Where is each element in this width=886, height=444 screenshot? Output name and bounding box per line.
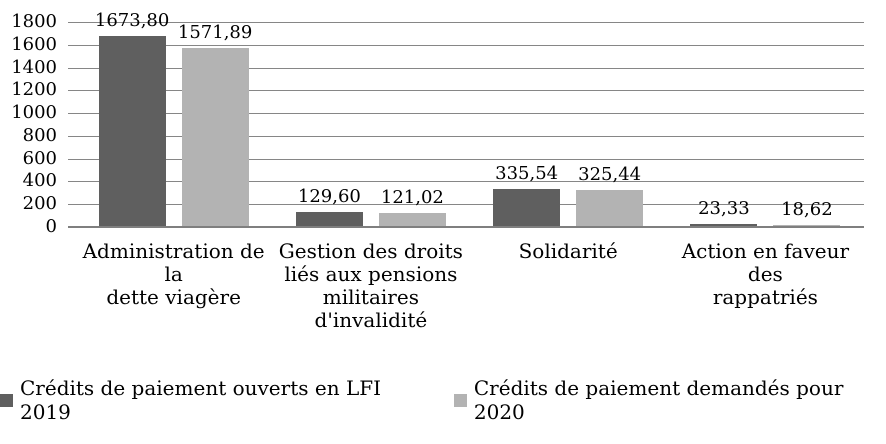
x-axis-labels: Administration de la dette viagère Gesti…: [75, 240, 864, 332]
legend-item-series1: Crédits de paiement ouverts en LFI 2019: [0, 376, 424, 424]
legend-swatch-series1: [0, 393, 13, 407]
gridline: [68, 158, 864, 160]
y-axis-tick-label: 600: [22, 147, 57, 169]
y-axis-tick-label: 200: [22, 193, 57, 215]
legend-swatch-series2: [453, 393, 467, 407]
y-axis-tick-label: 800: [22, 124, 57, 146]
bar-group: 129,60 121,02: [272, 22, 469, 227]
data-label: 23,33: [698, 198, 750, 220]
x-axis-line: [68, 226, 864, 228]
data-label: 335,54: [495, 162, 559, 184]
y-axis-tick-label: 0: [45, 216, 57, 237]
bar: 23,33: [690, 198, 758, 227]
legend: Crédits de paiement ouverts en LFI 2019 …: [0, 376, 886, 424]
category-label: Gestion des droits liés aux pensions mil…: [272, 240, 469, 332]
data-label: 129,60: [297, 186, 361, 208]
y-axis-tick-label: 1800: [11, 11, 57, 32]
bar-groups: 1673,80 1571,89 129,60 121,02 335,54 325,44 23…: [75, 10, 864, 227]
category-label-text: Solidarité: [518, 239, 618, 263]
bar-group: 23,33 18,62: [667, 22, 864, 227]
gridline: [68, 44, 864, 46]
bar: 1571,89: [178, 22, 252, 227]
category-label: Solidarité: [470, 240, 667, 332]
bar-group: 335,54 325,44: [470, 22, 667, 227]
bar: 18,62: [773, 199, 841, 227]
category-label: Administration de la dette viagère: [75, 240, 272, 332]
y-axis-tick-label: 1600: [11, 33, 57, 55]
y-axis: 1800 1600 1400 1200 1000 800 600 400 200 0: [0, 13, 57, 236]
gridline: [68, 90, 864, 92]
data-label: 1673,80: [94, 10, 170, 32]
gridline: [68, 135, 864, 137]
bar: 129,60: [295, 186, 363, 227]
category-label-text: Gestion des droits liés aux pensions mil…: [278, 239, 463, 332]
category-label-text: Administration de la dette viagère: [82, 239, 265, 309]
y-axis-tick-label: 1200: [11, 79, 57, 101]
category-label-text: Action en faveur des rappatriés: [681, 239, 850, 309]
y-axis-tick-label: 1000: [11, 102, 57, 124]
y-axis-tick-label: 1400: [11, 56, 57, 78]
gridline: [68, 204, 864, 206]
data-label: 18,62: [781, 198, 833, 220]
gridline: [68, 22, 864, 23]
bar-group: 1673,80 1571,89: [75, 10, 272, 227]
legend-label-series1: Crédits de paiement ouverts en LFI 2019: [20, 376, 381, 424]
data-label: 325,44: [578, 163, 642, 185]
data-label: 1571,89: [177, 21, 253, 43]
gridline: [68, 67, 864, 69]
gridline: [68, 181, 864, 183]
bar: 325,44: [576, 164, 644, 227]
plot-area: 1673,80 1571,89 129,60 121,02 335,54 325,44 23…: [68, 10, 864, 228]
gridline: [68, 113, 864, 115]
bar: 1673,80: [95, 10, 169, 227]
legend-label-series2: Crédits de paiement demandés pour 2020: [473, 376, 844, 424]
y-axis-tick-label: 400: [22, 170, 57, 192]
data-label: 121,02: [380, 187, 444, 209]
bar: 121,02: [378, 187, 446, 227]
legend-item-series2: Crédits de paiement demandés pour 2020: [453, 376, 886, 424]
category-label: Action en faveur des rappatriés: [667, 240, 864, 332]
bar: 335,54: [493, 163, 561, 227]
